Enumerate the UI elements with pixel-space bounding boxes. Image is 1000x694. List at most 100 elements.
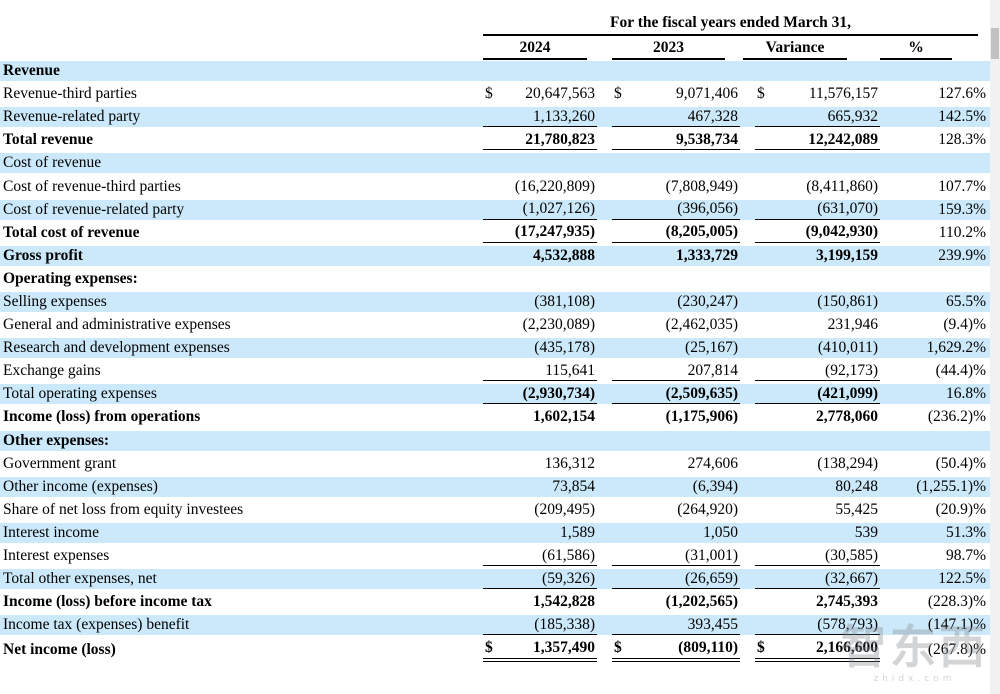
value-2024: 21,780,823 — [525, 130, 595, 148]
scrollbar-track[interactable] — [990, 0, 1000, 694]
cell-2024: 21,780,823 — [483, 130, 597, 151]
row-label: Cost of revenue-third parties — [3, 177, 181, 195]
value-percent: 65.5% — [945, 292, 986, 310]
value-2023: (25,167) — [685, 339, 738, 357]
value-2023: 9,071,406 — [676, 85, 738, 103]
cell-variance: (32,667) — [755, 569, 880, 590]
cell-2023: (2,509,635) — [612, 384, 740, 405]
column-gap — [740, 269, 755, 289]
dollar-sign: $ — [614, 85, 622, 103]
table-header-title-row: For the fiscal years ended March 31, — [0, 0, 1000, 36]
row-label: Income tax (expenses) benefit — [3, 616, 190, 634]
value-percent: (20.9)% — [935, 500, 986, 518]
cell-variance — [755, 61, 880, 81]
cell-2024: 1,589 — [483, 523, 597, 543]
cell-2023: 1,050 — [612, 523, 740, 543]
value-variance: (9,042,930) — [805, 223, 878, 241]
cell-2024: (1,027,126) — [483, 200, 597, 220]
table-row: Other expenses: — [0, 430, 1000, 453]
column-gap — [740, 338, 755, 358]
cell-2023: (7,808,949) — [612, 176, 740, 196]
table-title: For the fiscal years ended March 31, — [483, 14, 978, 36]
table-row: Research and development expenses (435,1… — [0, 337, 1000, 360]
dollar-sign: $ — [757, 639, 765, 657]
scrollbar-thumb[interactable] — [991, 28, 999, 59]
value-percent: 128.3% — [938, 131, 986, 149]
value-percent: 98.7% — [945, 547, 986, 565]
value-2024: (61,586) — [542, 546, 595, 564]
value-variance: 80,248 — [835, 477, 878, 495]
cell-variance: 2,778,060 — [755, 407, 880, 427]
column-gap — [597, 292, 612, 312]
cell-2024 — [483, 153, 597, 173]
table-row: Selling expenses (381,108) (230,247) (15… — [0, 291, 1000, 314]
cell-variance: 539 — [755, 523, 880, 543]
column-gap — [597, 546, 612, 566]
dollar-sign: $ — [614, 639, 622, 657]
table-row: Exchange gains 115,641 207,814 (92,173) … — [0, 360, 1000, 383]
dollar-sign: $ — [485, 85, 493, 103]
value-variance: 3,199,159 — [816, 246, 878, 264]
column-gap — [740, 292, 755, 312]
cell-2023: $9,071,406 — [612, 84, 740, 104]
value-2023: (26,659) — [685, 569, 738, 587]
value-variance: 231,946 — [827, 316, 878, 334]
cell-variance: 3,199,159 — [755, 246, 880, 266]
column-gap — [740, 638, 755, 662]
dollar-sign: $ — [757, 85, 765, 103]
value-2023: (8,205,005) — [665, 223, 738, 241]
cell-2024: 4,532,888 — [483, 246, 597, 266]
value-2024: 1,133,260 — [533, 107, 595, 125]
value-2024: (435,178) — [534, 339, 595, 357]
cell-variance: (30,585) — [755, 546, 880, 567]
value-percent: (147.1)% — [927, 616, 986, 634]
column-gap — [597, 84, 612, 104]
column-gap — [740, 246, 755, 266]
table-row: Revenue — [0, 60, 1000, 83]
cell-variance — [755, 153, 880, 173]
value-2024: 1,542,828 — [533, 593, 595, 611]
row-label: Interest income — [3, 523, 99, 541]
column-gap — [740, 176, 755, 196]
row-label: Total operating expenses — [3, 385, 157, 403]
value-variance: (410,011) — [817, 339, 878, 357]
cell-2023: 393,455 — [612, 615, 740, 636]
cell-variance: (8,411,860) — [755, 176, 880, 196]
table-row: Operating expenses: — [0, 268, 1000, 291]
column-gap — [597, 407, 612, 427]
column-gap — [597, 523, 612, 543]
value-percent: (44.4)% — [935, 362, 986, 380]
cell-2023 — [612, 61, 740, 81]
cell-variance: (578,793) — [755, 615, 880, 636]
row-label: Government grant — [3, 454, 117, 472]
column-gap — [597, 200, 612, 220]
row-label: Revenue-related party — [3, 108, 141, 126]
value-2024: (2,930,734) — [522, 384, 595, 402]
table-row: Cost of revenue-third parties (16,220,80… — [0, 175, 1000, 198]
value-variance: (92,173) — [825, 361, 878, 379]
cell-2024: 136,312 — [483, 454, 597, 474]
value-2024: 4,532,888 — [533, 246, 595, 264]
column-gap — [597, 638, 612, 662]
table-header-columns-row: 2024 2023 Variance % — [0, 36, 1000, 60]
cell-2024: (61,586) — [483, 546, 597, 567]
value-2024: (16,220,809) — [514, 177, 595, 195]
column-gap — [597, 153, 612, 173]
cell-2023: (31,001) — [612, 546, 740, 567]
column-gap — [740, 107, 755, 127]
value-variance: (138,294) — [817, 454, 878, 472]
value-variance: (32,667) — [825, 569, 878, 587]
value-variance: 539 — [854, 523, 878, 541]
row-label: Cost of revenue — [3, 154, 102, 172]
column-gap — [740, 500, 755, 520]
row-label: Operating expenses: — [3, 269, 138, 287]
value-2024: 73,854 — [552, 477, 595, 495]
cell-variance: (138,294) — [755, 454, 880, 474]
value-percent: (50.4)% — [935, 454, 986, 472]
cell-2024: 1,602,154 — [483, 407, 597, 427]
value-2024: (209,495) — [534, 500, 595, 518]
value-2024: 1,602,154 — [533, 408, 595, 426]
cell-2023 — [612, 431, 740, 451]
value-2023: 274,606 — [687, 454, 738, 472]
value-2023: 467,328 — [687, 107, 738, 125]
